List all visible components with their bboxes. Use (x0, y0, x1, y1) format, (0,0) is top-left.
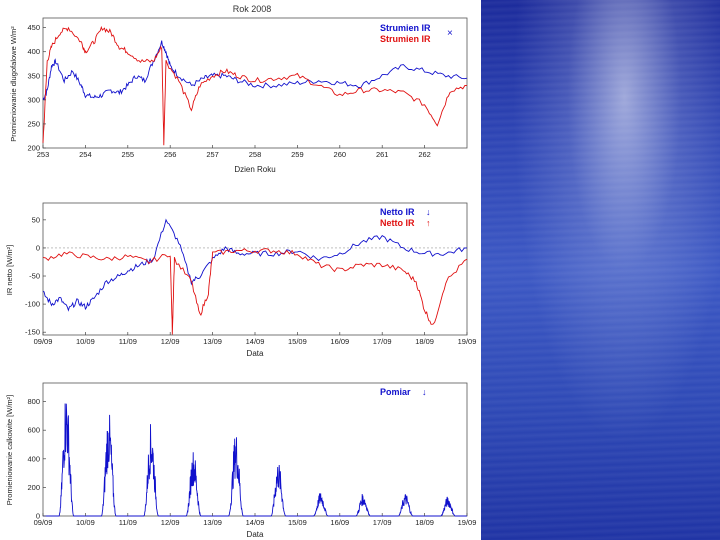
chart1-xtick-label: 260 (334, 150, 347, 159)
chart2-xtick-label: 15/09 (288, 337, 307, 346)
chart2-ytick-label: 0 (36, 243, 40, 252)
chart3-xtick-label: 10/09 (76, 518, 95, 527)
chart2-legend: Netto IR ↓ Netto IR ↑ (380, 207, 431, 228)
chart2-series-line-1 (42, 218, 468, 312)
chart2-xtick-label: 14/09 (246, 337, 265, 346)
chart2-xlabel: Data (247, 349, 264, 358)
chart2-xtick-label: 16/09 (330, 337, 349, 346)
chart1-xtick-label: 255 (122, 150, 135, 159)
chart2-ytick-label: -100 (25, 300, 40, 309)
chart1-legend: Strumien IR × Strumien IR (380, 23, 453, 44)
chart3-xtick-label: 18/09 (415, 518, 434, 527)
chart1-xlabel: Dzien Roku (234, 165, 275, 174)
chart3-xtick-label: 13/09 (203, 518, 222, 527)
chart3-ytick-label: 600 (27, 426, 40, 435)
chart3-xtick-label: 15/09 (288, 518, 307, 527)
chart1-xtick-label: 262 (418, 150, 431, 159)
chart1-xtick-label: 258 (249, 150, 262, 159)
sea-background-image (481, 0, 720, 540)
chart1-xtick-label: 254 (79, 150, 92, 159)
chart1-xtick-label: 256 (164, 150, 177, 159)
chart1-ytick-label: 200 (27, 144, 40, 153)
chart2-ytick-label: 50 (32, 215, 40, 224)
chart1-series-line-2 (42, 25, 468, 146)
chart3-legend: Pomiar ↓ (380, 387, 427, 397)
chart2-ytick-label: -50 (29, 272, 40, 281)
chart3-xtick-label: 12/09 (161, 518, 180, 527)
chart2-legend-item-2: Netto IR (380, 218, 415, 228)
chart1-ytick-label: 450 (27, 23, 40, 32)
chart3-xtick-label: 17/09 (373, 518, 392, 527)
chart3-ylabel: Promieniowanie calkowite [W/m²] (5, 395, 14, 505)
chart1-ylabel: Promieniowanie dlugofalowe W/m² (9, 26, 18, 142)
chart1-ytick-label: 400 (27, 47, 40, 56)
chart3-xtick-label: 09/09 (34, 518, 53, 527)
chart1-series-line-1 (42, 40, 468, 101)
chart3-xtick-label: 16/09 (330, 518, 349, 527)
chart2-xtick-label: 18/09 (415, 337, 434, 346)
chart2-legend-glyph-1: ↓ (426, 207, 431, 217)
chart3-xtick-label: 11/09 (119, 518, 137, 527)
chart1-ytick-label: 300 (27, 95, 40, 104)
chart2-xtick-label: 09/09 (34, 337, 53, 346)
chart3-ytick-label: 400 (27, 454, 40, 463)
chart1-plot-frame (42, 17, 468, 149)
chart-longwave-flux: Rok 2008 253 254 255 256 257 258 259 260 261 262 2… (9, 4, 468, 174)
chart3-legend-item-1: Pomiar (380, 387, 411, 397)
chart2-ylabel: IR netto [W/m²] (5, 245, 14, 295)
chart-net-ir: 09/09 10/09 11/09 12/09 13/09 14/09 15/09 16/09… (5, 202, 477, 358)
chart3-xtick-label: 19/09 (458, 518, 477, 527)
chart1-legend-item-2: Strumien IR (380, 34, 431, 44)
chart1-ytick-label: 350 (27, 71, 40, 80)
chart1-ytick-label: 250 (27, 119, 40, 128)
chart3-ytick-label: 200 (27, 483, 40, 492)
chart2-xtick-label: 11/09 (119, 337, 137, 346)
chart1-xtick-label: 253 (37, 150, 50, 159)
chart2-xtick-label: 12/09 (161, 337, 180, 346)
chart2-series-line-2 (42, 248, 468, 335)
sea-glare (481, 0, 720, 540)
chart1-xtick-label: 259 (291, 150, 304, 159)
chart3-legend-glyph-1: ↓ (422, 387, 427, 397)
chart2-legend-item-1: Netto IR (380, 207, 415, 217)
chart3-ytick-label: 800 (27, 397, 40, 406)
chart-total-radiation: 09/09 10/09 11/09 12/09 13/09 14/09 15/09 16/09… (5, 382, 477, 539)
chart2-xtick-label: 10/09 (76, 337, 95, 346)
charts-area: Rok 2008 253 254 255 256 257 258 259 260 261 262 2… (5, 4, 477, 539)
chart2-xtick-label: 17/09 (373, 337, 392, 346)
chart2-ytick-label: -150 (25, 328, 40, 337)
chart3-xlabel: Data (247, 530, 264, 539)
chart2-xtick-label: 19/09 (458, 337, 477, 346)
chart1-title: Rok 2008 (233, 4, 272, 14)
chart1-legend-glyph-1: × (447, 28, 453, 39)
chart2-xtick-label: 13/09 (203, 337, 222, 346)
chart1-xtick-label: 261 (376, 150, 389, 159)
chart3-xtick-label: 14/09 (246, 518, 265, 527)
chart3-ytick-label: 0 (36, 512, 40, 521)
chart2-legend-glyph-2: ↑ (426, 218, 431, 228)
chart1-legend-item-1: Strumien IR (380, 23, 431, 33)
chart1-xtick-label: 257 (206, 150, 219, 159)
